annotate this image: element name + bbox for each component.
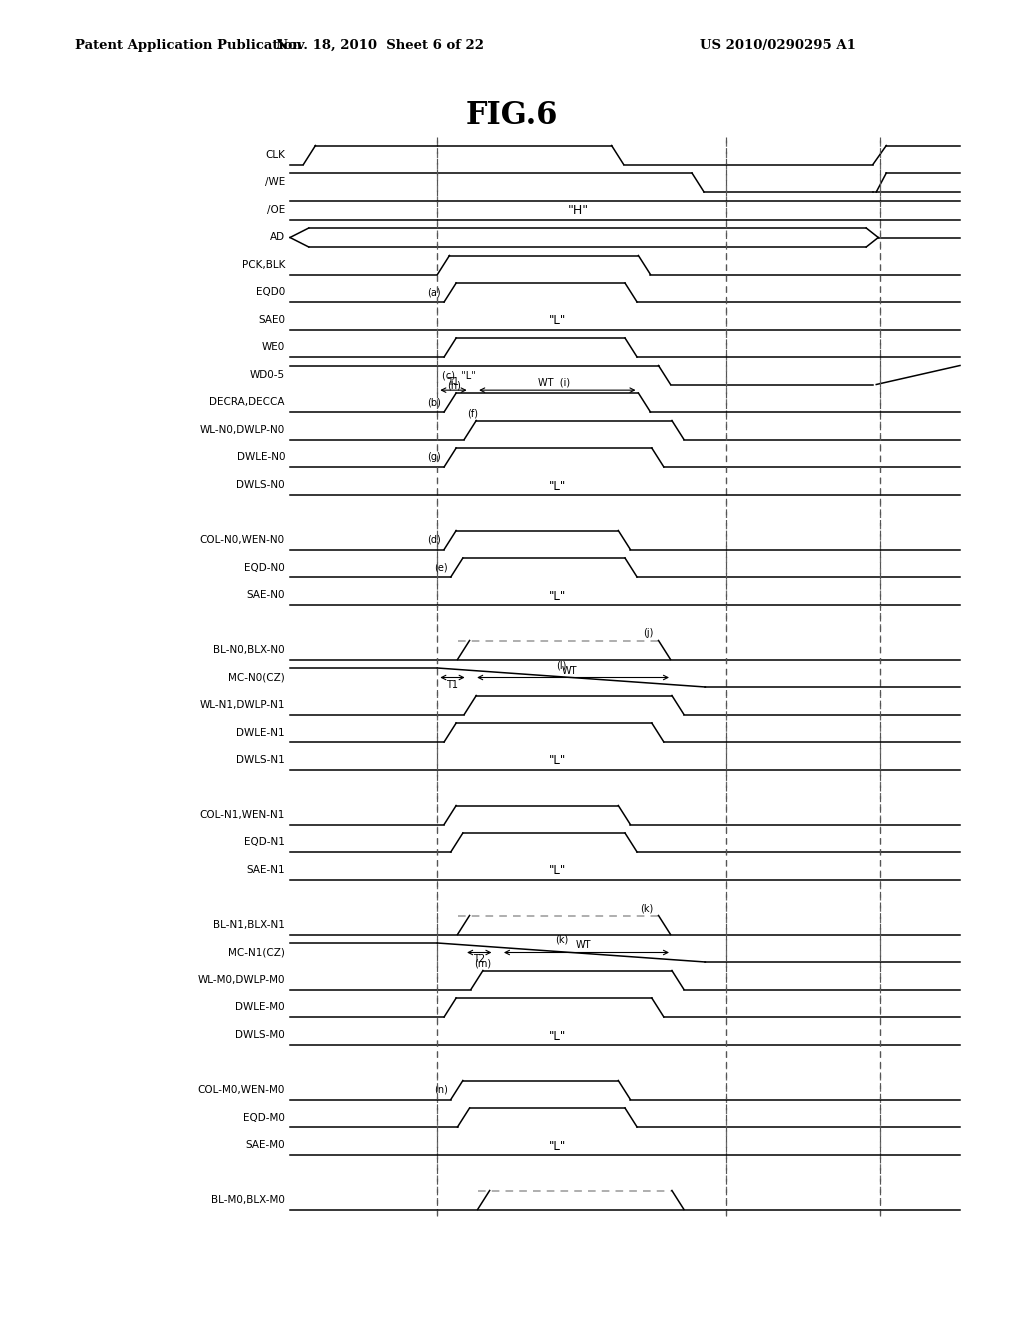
Text: (h): (h)	[447, 381, 461, 391]
Text: (k): (k)	[640, 903, 653, 913]
Text: EQD-N0: EQD-N0	[245, 562, 285, 573]
Text: DWLS-M0: DWLS-M0	[236, 1030, 285, 1040]
Text: WE0: WE0	[262, 342, 285, 352]
Text: T1: T1	[447, 378, 460, 387]
Text: COL-M0,WEN-M0: COL-M0,WEN-M0	[198, 1085, 285, 1096]
Text: /OE: /OE	[266, 205, 285, 215]
Text: "L": "L"	[549, 865, 566, 878]
Text: (g): (g)	[427, 453, 441, 462]
Text: BL-N0,BLX-N0: BL-N0,BLX-N0	[213, 645, 285, 655]
Text: T2: T2	[473, 954, 485, 965]
Text: BL-M0,BLX-M0: BL-M0,BLX-M0	[211, 1195, 285, 1205]
Text: WL-M0,DWLP-M0: WL-M0,DWLP-M0	[198, 975, 285, 985]
Text: (n): (n)	[434, 1085, 447, 1096]
Text: WL-N0,DWLP-N0: WL-N0,DWLP-N0	[200, 425, 285, 436]
Text: /WE: /WE	[265, 177, 285, 187]
Text: "H": "H"	[567, 203, 589, 216]
Text: EQD-M0: EQD-M0	[243, 1113, 285, 1122]
Text: WT: WT	[562, 665, 578, 676]
Text: EQD-N1: EQD-N1	[244, 837, 285, 847]
Text: BL-N1,BLX-N1: BL-N1,BLX-N1	[213, 920, 285, 931]
Text: Patent Application Publication: Patent Application Publication	[75, 38, 302, 51]
Text: (m): (m)	[474, 958, 492, 969]
Text: DECRA,DECCA: DECRA,DECCA	[210, 397, 285, 408]
Text: "L": "L"	[549, 1030, 566, 1043]
Text: (b): (b)	[427, 397, 441, 408]
Text: SAE-N1: SAE-N1	[247, 865, 285, 875]
Text: "L": "L"	[549, 314, 566, 327]
Text: "L": "L"	[549, 590, 566, 602]
Text: "L": "L"	[549, 755, 566, 767]
Text: FIG.6: FIG.6	[466, 99, 558, 131]
Text: MC-N1(CZ): MC-N1(CZ)	[228, 948, 285, 957]
Text: DWLS-N1: DWLS-N1	[237, 755, 285, 766]
Text: MC-N0(CZ): MC-N0(CZ)	[228, 672, 285, 682]
Text: T1: T1	[446, 680, 459, 689]
Text: (f): (f)	[467, 408, 478, 418]
Text: "L": "L"	[549, 479, 566, 492]
Text: SAE-M0: SAE-M0	[246, 1140, 285, 1150]
Text: (k): (k)	[555, 935, 568, 945]
Text: SAE-N0: SAE-N0	[247, 590, 285, 601]
Text: Nov. 18, 2010  Sheet 6 of 22: Nov. 18, 2010 Sheet 6 of 22	[276, 38, 484, 51]
Text: (c)  "L": (c) "L"	[442, 370, 476, 380]
Text: AD: AD	[270, 232, 285, 243]
Text: WT: WT	[575, 940, 591, 950]
Text: COL-N1,WEN-N1: COL-N1,WEN-N1	[200, 810, 285, 820]
Text: DWLE-N0: DWLE-N0	[237, 453, 285, 462]
Text: WT  (i): WT (i)	[538, 378, 570, 387]
Text: US 2010/0290295 A1: US 2010/0290295 A1	[700, 38, 856, 51]
Text: CLK: CLK	[265, 150, 285, 160]
Text: (j): (j)	[643, 628, 653, 639]
Text: "L": "L"	[549, 1139, 566, 1152]
Text: WL-N1,DWLP-N1: WL-N1,DWLP-N1	[200, 700, 285, 710]
Text: (a): (a)	[427, 288, 441, 297]
Text: SAE0: SAE0	[258, 315, 285, 325]
Text: WD0-5: WD0-5	[250, 370, 285, 380]
Text: (e): (e)	[434, 562, 447, 573]
Text: EQD0: EQD0	[256, 288, 285, 297]
Text: (d): (d)	[427, 535, 441, 545]
Text: COL-N0,WEN-N0: COL-N0,WEN-N0	[200, 535, 285, 545]
Text: PCK,BLK: PCK,BLK	[242, 260, 285, 271]
Text: DWLE-N1: DWLE-N1	[237, 727, 285, 738]
Text: DWLE-M0: DWLE-M0	[236, 1002, 285, 1012]
Text: DWLS-N0: DWLS-N0	[237, 480, 285, 490]
Text: (l): (l)	[556, 660, 566, 671]
